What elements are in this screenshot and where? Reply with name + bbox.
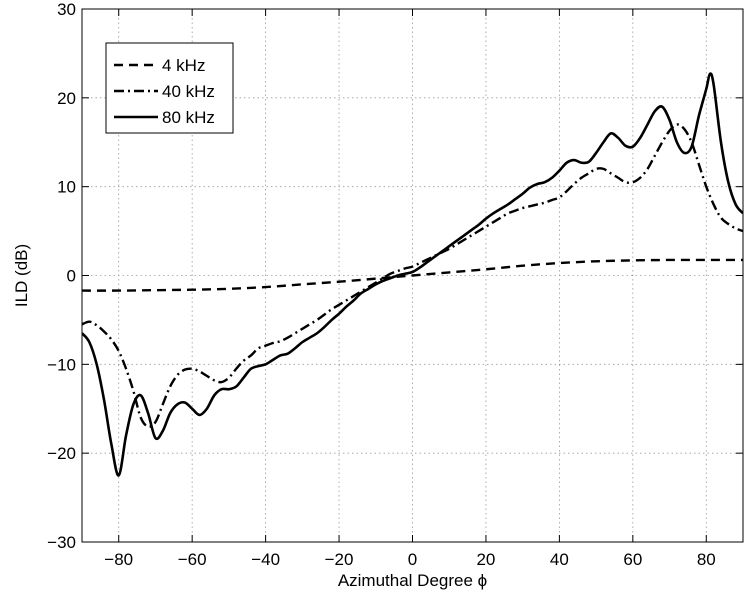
legend-label: 40 kHz bbox=[162, 82, 215, 101]
y-tick-label: −10 bbox=[47, 355, 76, 374]
series-line-4-khz bbox=[82, 258, 743, 292]
y-tick-labels: −30 −20 −10 0 10 20 30 bbox=[47, 0, 76, 552]
x-tick-label: 20 bbox=[476, 550, 495, 569]
x-tick-label: −80 bbox=[104, 550, 133, 569]
x-tick-label: −20 bbox=[325, 550, 354, 569]
y-tick-label: 0 bbox=[67, 267, 76, 286]
x-tick-label: 40 bbox=[550, 550, 569, 569]
series-layer bbox=[82, 72, 743, 477]
y-tick-label: −30 bbox=[47, 533, 76, 552]
x-tick-label: −40 bbox=[251, 550, 280, 569]
x-tick-label: 80 bbox=[697, 550, 716, 569]
legend: 4 kHz 40 kHz 80 kHz bbox=[105, 42, 234, 134]
y-tick-label: 30 bbox=[57, 0, 76, 19]
x-axis-label: Azimuthal Degree ϕ bbox=[338, 571, 487, 590]
series-line-40-khz bbox=[82, 123, 743, 428]
y-tick-label: −20 bbox=[47, 444, 76, 463]
x-tick-label: 0 bbox=[408, 550, 417, 569]
y-tick-label: 20 bbox=[57, 89, 76, 108]
series-line-80-khz bbox=[82, 72, 743, 477]
x-tick-label: −60 bbox=[178, 550, 207, 569]
x-tick-label: 60 bbox=[623, 550, 642, 569]
axis-ticks bbox=[82, 8, 743, 543]
legend-label: 4 kHz bbox=[162, 56, 205, 75]
y-tick-label: 10 bbox=[57, 178, 76, 197]
y-axis-label: ILD (dB) bbox=[12, 244, 31, 307]
legend-label: 80 kHz bbox=[162, 108, 215, 127]
x-tick-labels: −80 −60 −40 −20 0 20 40 60 80 bbox=[104, 550, 715, 569]
